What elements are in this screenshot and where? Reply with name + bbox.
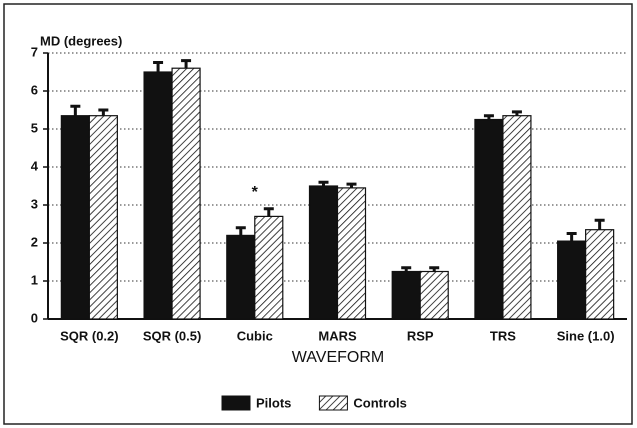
error-bar: [153, 61, 164, 72]
error-bar: [429, 266, 440, 272]
y-tick-label: 6: [31, 82, 38, 97]
error-bar: [318, 180, 329, 186]
y-tick-label: 0: [31, 310, 38, 325]
error-bar: [594, 218, 605, 230]
bar: [585, 229, 615, 320]
y-tick-label: 2: [31, 234, 38, 249]
x-tick-label: SQR (0.5): [143, 328, 202, 343]
bar: [171, 67, 201, 320]
x-tick-label: MARS: [318, 328, 357, 343]
error-bar: [181, 59, 192, 69]
bar: [226, 234, 256, 320]
x-tick-label: Cubic: [237, 328, 273, 343]
error-bar: [70, 104, 81, 116]
error-bar: [263, 207, 274, 217]
legend-label: Pilots: [256, 395, 291, 410]
bar: [474, 118, 504, 320]
bar: [557, 240, 587, 320]
y-axis-label: MD (degrees): [40, 33, 122, 48]
bar: [502, 115, 532, 320]
y-tick-label: 7: [31, 44, 38, 59]
error-bar: [235, 226, 246, 236]
annotation: *: [252, 184, 259, 201]
bar: [143, 71, 173, 320]
error-bar: [401, 266, 412, 272]
error-bar: [511, 110, 522, 116]
legend-swatch: [221, 395, 251, 411]
x-tick-label: TRS: [490, 328, 516, 343]
error-bar: [346, 182, 357, 188]
x-tick-label: SQR (0.2): [60, 328, 119, 343]
x-tick-label: Sine (1.0): [557, 328, 615, 343]
y-tick-label: 1: [31, 272, 38, 287]
bar: [88, 115, 118, 320]
x-tick-label: RSP: [407, 328, 434, 343]
error-bar: [566, 232, 577, 242]
bar: [308, 185, 339, 320]
bar: [391, 270, 421, 320]
legend-swatch: [318, 395, 348, 411]
error-bar: [98, 108, 109, 116]
bar: [60, 115, 90, 320]
y-tick-label: 5: [31, 120, 38, 135]
y-tick-label: 4: [31, 158, 39, 173]
y-tick-label: 3: [31, 196, 38, 211]
frame: [3, 3, 633, 425]
x-axis-label: WAVEFORM: [292, 349, 384, 366]
bar: [254, 215, 284, 320]
bar: [419, 270, 449, 320]
error-bar: [483, 114, 494, 120]
legend-label: Controls: [353, 395, 406, 410]
bar: [336, 187, 367, 320]
